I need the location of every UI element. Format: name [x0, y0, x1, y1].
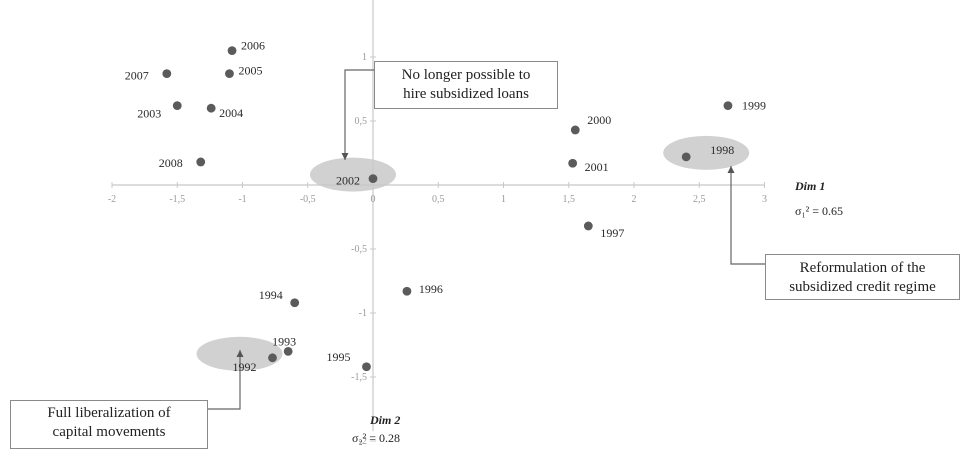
data-point-2003 — [172, 101, 182, 111]
y-axis-title: Dim 2 — [369, 413, 400, 427]
x-tick-label: 3 — [762, 194, 767, 205]
x-tick-label: 0,5 — [432, 194, 445, 205]
point-label-1998: 1998 — [710, 143, 734, 157]
x-tick-label: 1,5 — [563, 194, 576, 205]
highlight-ellipse-2002 — [310, 157, 396, 192]
data-point-2007 — [162, 69, 172, 79]
x-axis-title: Dim 1 — [794, 179, 825, 193]
annotation-line: hire subsidized loans — [403, 86, 529, 102]
connector-no-longer-possible-arrowhead — [341, 153, 349, 160]
point-label-1997: 1997 — [600, 226, 624, 240]
point-label-1996: 1996 — [419, 282, 443, 296]
y-tick-label: -0,5 — [351, 244, 367, 255]
connector-no-longer-possible — [344, 69, 374, 160]
point-label-2002: 2002 — [336, 174, 360, 188]
point-label-2008: 2008 — [159, 156, 183, 170]
point-label-1992: 1992 — [233, 360, 257, 374]
connector-full-liberalization-arrowhead — [236, 350, 244, 357]
point-label-2000: 2000 — [587, 113, 611, 127]
y-tick-label: 0,5 — [355, 116, 368, 127]
highlight-ellipse-1998 — [663, 135, 750, 170]
point-label-2007: 2007 — [125, 69, 149, 83]
x-tick-label: 1 — [501, 194, 506, 205]
x-tick-label: -0,5 — [300, 194, 316, 205]
y-tick-label: -1,5 — [351, 372, 367, 383]
annotation-line: Full liberalization of — [47, 405, 171, 421]
data-point-2008 — [196, 157, 206, 167]
data-points — [162, 46, 733, 372]
x-tick-label: -1,5 — [169, 194, 185, 205]
point-label-2003: 2003 — [137, 107, 161, 121]
data-point-1999 — [723, 101, 733, 111]
annotation-box-no-longer-possible: No longer possible to hire subsidized lo… — [374, 61, 558, 109]
y-tick-label: -1 — [359, 308, 367, 319]
y-tick-label: -2 — [359, 436, 367, 447]
annotation-box-reformulation: Reformulation of the subsidized credit r… — [765, 254, 960, 300]
data-point-1992 — [268, 353, 277, 363]
y-axis-variance: σ₂² = 0.28 — [352, 431, 400, 445]
data-point-2000 — [570, 125, 580, 135]
annotation-line: subsidized credit regime — [789, 279, 936, 295]
point-label-1994: 1994 — [259, 288, 283, 302]
y-tick-label: 1 — [362, 52, 367, 63]
annotation-line: No longer possible to — [401, 67, 531, 83]
data-point-2006 — [227, 46, 237, 55]
annotation-line: Reformulation of the — [799, 260, 926, 276]
annotation-line: capital movements — [52, 424, 166, 440]
point-label-2005: 2005 — [238, 64, 262, 78]
point-label-1995: 1995 — [326, 350, 350, 364]
data-point-1995 — [362, 362, 371, 372]
data-point-1996 — [402, 286, 412, 296]
x-axis-variance: σ₁² = 0.65 — [795, 204, 843, 218]
annotation-connectors — [208, 69, 765, 410]
x-tick-label: 2 — [632, 194, 637, 205]
data-point-2004 — [206, 103, 216, 113]
data-point-1997 — [583, 221, 593, 231]
x-tick-label: 2,5 — [693, 194, 706, 205]
highlight-ellipses — [196, 135, 750, 371]
point-label-2001: 2001 — [585, 160, 609, 174]
annotation-box-full-liberalization: Full liberalization of capital movements — [10, 400, 208, 449]
data-point-2001 — [568, 158, 578, 168]
point-label-1999: 1999 — [742, 99, 766, 113]
x-tick-label: 0 — [371, 194, 376, 205]
connector-full-liberalization — [208, 350, 241, 410]
point-labels: 1992 1993 1994 1995 1996 1997 1998 1999 2000 2001… — [125, 39, 766, 374]
connector-reformulation-arrowhead — [727, 166, 735, 173]
x-tick-label: -2 — [108, 194, 116, 205]
data-point-1993 — [283, 347, 293, 356]
point-label-2006: 2006 — [241, 39, 265, 53]
data-point-2005 — [225, 69, 234, 79]
connector-reformulation — [730, 166, 765, 265]
data-point-1994 — [290, 298, 300, 308]
x-tick-label: -1 — [238, 194, 246, 205]
data-point-2002 — [368, 174, 378, 184]
point-label-2004: 2004 — [219, 106, 243, 120]
point-label-1993: 1993 — [272, 334, 296, 348]
data-point-1998 — [681, 152, 691, 162]
